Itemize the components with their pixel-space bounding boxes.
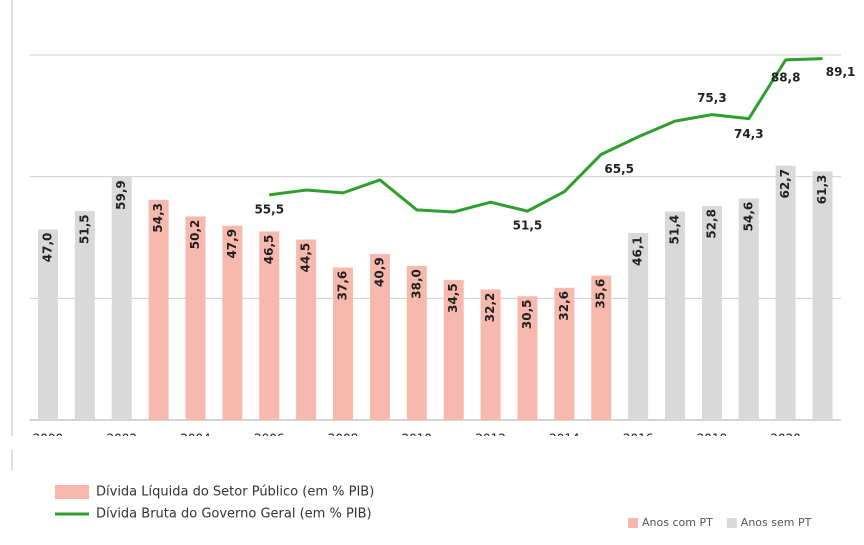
line-value-label: 65,5 (604, 162, 634, 176)
bar-value-label: 51,4 (668, 215, 682, 245)
bar (37, 229, 58, 420)
bar-value-label: 59,9 (114, 180, 128, 210)
bar (554, 287, 575, 420)
legend-swatch (726, 518, 737, 528)
bar-value-label: 40,9 (372, 257, 386, 287)
bar (74, 211, 95, 420)
line-value-label: 74,3 (734, 127, 764, 141)
line-value-label: 88,8 (771, 70, 801, 84)
legend-swatch (628, 518, 638, 528)
bar (738, 198, 759, 420)
bar-value-label: 30,5 (520, 300, 534, 330)
line-value-label: 51,5 (513, 219, 543, 233)
bar-value-label: 32,2 (483, 293, 497, 323)
legend-label: Anos com PT (642, 516, 713, 529)
bar-value-label: 46,5 (262, 235, 276, 265)
bar (665, 211, 686, 420)
bar (111, 177, 132, 420)
bar (628, 233, 649, 420)
bar (333, 267, 354, 420)
bar-value-label: 62,7 (778, 169, 792, 199)
bar (148, 199, 169, 420)
bar-value-label: 32,6 (557, 291, 571, 321)
legend-label: Dívida Bruta do Governo Geral (em % PIB) (96, 507, 372, 522)
bar (222, 225, 243, 420)
bar (517, 296, 538, 420)
bar (812, 171, 833, 420)
bar (259, 231, 280, 420)
bar-value-label: 54,6 (741, 202, 755, 232)
bar (296, 239, 317, 420)
line-value-label: 89,1 (826, 65, 856, 79)
legend-label: Anos sem PT (741, 516, 812, 529)
line-value-label: 55,5 (254, 202, 284, 216)
bar-value-label: 50,2 (188, 220, 202, 250)
legend-label: Dívida Líquida do Setor Público (em % PI… (96, 485, 374, 500)
bar (443, 280, 464, 420)
bar (480, 289, 501, 420)
bar-value-label: 35,6 (594, 279, 608, 309)
bar-value-label: 54,3 (151, 203, 165, 233)
bar (406, 265, 427, 420)
bar (591, 275, 612, 420)
bar-value-label: 47,9 (225, 229, 239, 259)
bar-value-label: 51,5 (77, 214, 91, 244)
bar-value-label: 46,1 (631, 236, 645, 266)
bar-value-label: 34,5 (446, 283, 460, 313)
bar-value-label: 52,8 (704, 209, 718, 239)
bar (369, 254, 390, 420)
bar (775, 165, 796, 420)
bar-value-label: 37,6 (336, 271, 350, 301)
line-value-label: 75,3 (697, 91, 727, 105)
bar (701, 205, 722, 420)
bar-value-label: 44,5 (299, 243, 313, 273)
bar-value-label: 61,3 (815, 175, 829, 205)
bar-value-label: 38,0 (409, 269, 423, 299)
line-series (269, 57, 823, 214)
label-mask (0, 436, 864, 450)
legend-swatch (55, 485, 89, 499)
bar (185, 216, 206, 420)
bar-value-label: 47,0 (40, 233, 54, 263)
